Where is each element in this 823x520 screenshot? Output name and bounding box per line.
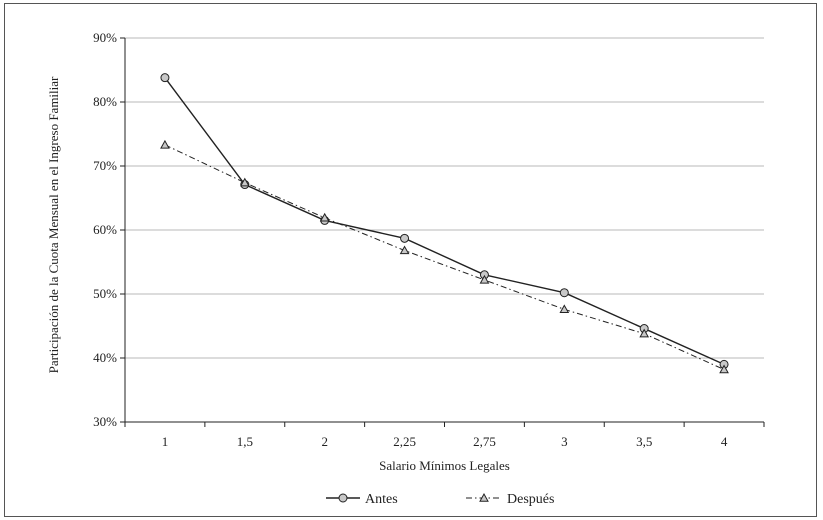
y-tick-label: 40% (93, 350, 117, 365)
y-tick-label: 50% (93, 286, 117, 301)
x-tick-label: 4 (721, 434, 728, 449)
legend: Antes Después (326, 492, 554, 507)
data-point-antes (559, 288, 569, 298)
x-tick-label: 2,75 (473, 434, 496, 449)
x-tick-label: 3 (561, 434, 568, 449)
x-tick-label: 3,5 (636, 434, 652, 449)
data-point-despues (719, 364, 729, 374)
chart-frame (4, 3, 817, 517)
x-tick-label: 2 (321, 434, 328, 449)
legend-marker-antes (338, 493, 348, 503)
data-point-antes (400, 233, 410, 243)
x-tick-label: 1 (162, 434, 169, 449)
legend-marker-despues (479, 492, 489, 502)
y-axis-title: Participación de la Cuota Mensual en el … (46, 76, 61, 373)
series-markers (160, 73, 729, 374)
series-line-antes (164, 77, 725, 366)
y-tick-label: 30% (93, 414, 117, 429)
legend-item-antes: Antes (326, 492, 398, 507)
x-tick-label: 1,5 (237, 434, 253, 449)
legend-label-antes: Antes (365, 492, 398, 507)
x-axis-title: Salario Mínimos Legales (379, 458, 510, 473)
data-point-despues (479, 274, 490, 284)
axes: 30% 40% 50% 60% 70% 80% 90% 1 1,5 2 2,25 2,75 3 3,5 4 (93, 30, 765, 449)
y-tick-label: 70% (93, 158, 117, 173)
y-tick-label: 80% (93, 94, 117, 109)
data-point-despues (160, 139, 170, 149)
legend-item-despues: Después (466, 492, 554, 507)
data-point-antes (160, 73, 170, 83)
grid-lines (125, 37, 764, 359)
legend-label-despues: Después (507, 492, 554, 507)
data-point-despues (239, 177, 250, 187)
data-point-despues (639, 328, 650, 338)
series-line-despues (164, 144, 725, 370)
x-tick-label: 2,25 (393, 434, 416, 449)
series-lines (164, 77, 725, 370)
data-point-despues (399, 245, 410, 255)
data-point-despues (559, 304, 570, 314)
data-point-despues (319, 212, 330, 222)
y-tick-label: 90% (93, 30, 117, 45)
y-tick-label: 60% (93, 222, 117, 237)
